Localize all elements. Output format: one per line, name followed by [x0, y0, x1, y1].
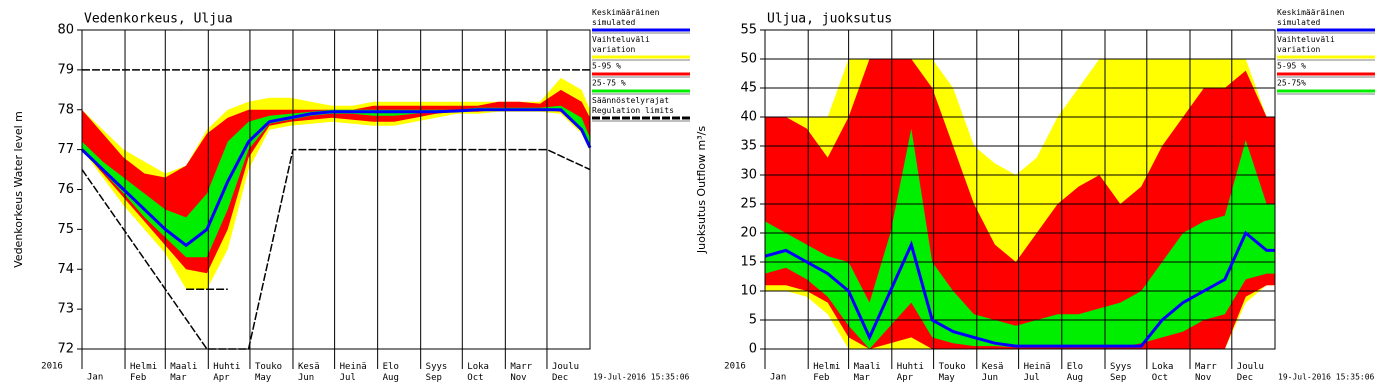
chart-title: Uljua, juoksutus	[767, 12, 892, 27]
timestamp: 19-Jul-2016 15:35:06	[1278, 373, 1375, 382]
x-tick-label: Loka Oct	[1152, 362, 1174, 383]
y-tick-label: 75	[57, 222, 74, 237]
x-tick-label: Helmi Feb	[130, 362, 157, 383]
chart-title: Vedenkorkeus, Uljua	[84, 12, 233, 27]
series-line	[80, 108, 592, 248]
legend-label: Vaihteluväli variation	[592, 35, 650, 54]
legend-label: Keskimääräinen simulated	[592, 8, 660, 27]
x-tick-label: Jan	[87, 373, 103, 383]
x-tick-label: Joulu Dec	[552, 362, 579, 383]
plot-frame	[81, 29, 591, 350]
x-tick-label: Maali Mar	[170, 362, 197, 383]
limit-line	[81, 148, 591, 350]
x-tick-label: Marr Nov	[1195, 362, 1217, 383]
y-tick-label: 45	[740, 81, 757, 96]
x-tick-label: Kesä Jun	[298, 362, 320, 383]
y-tick-label: 25	[740, 197, 757, 212]
legend-label: Vaihteluväli variation	[1277, 35, 1335, 54]
x-tick-label: Helmi Feb	[813, 362, 840, 383]
x-tick-label: Huhti Apr	[897, 362, 924, 383]
y-tick-label: 10	[740, 284, 757, 299]
y-tick-label: 55	[740, 23, 757, 38]
series-line	[764, 230, 1275, 348]
y-tick-label: 80	[57, 23, 74, 38]
x-tick-label: Jan	[770, 373, 786, 383]
year-label: 2016	[41, 362, 63, 372]
x-tick-label: Touko May	[939, 362, 966, 383]
y-tick-label: 72	[57, 342, 74, 357]
x-tick-label: Touko May	[255, 362, 282, 383]
band	[765, 128, 1275, 349]
y-tick-label: 15	[740, 255, 757, 270]
y-tick-label: 73	[57, 302, 74, 317]
y-tick-label: 20	[740, 226, 757, 241]
y-tick-label: 0	[749, 342, 757, 357]
legend-label: 25-75%	[1277, 79, 1306, 88]
y-axis-label: Vedenkorkeus Water level m	[12, 111, 25, 268]
x-tick-label: Maali Mar	[854, 362, 881, 383]
legend-label: 5-95 %	[1277, 62, 1306, 71]
legend-label: Keskimääräinen simulated	[1277, 8, 1345, 27]
x-tick-label: Elo Aug	[1067, 362, 1083, 383]
y-tick-label: 79	[57, 62, 74, 77]
y-tick-label: 78	[57, 102, 74, 117]
y-tick-label: 77	[57, 142, 74, 157]
y-tick-label: 40	[740, 110, 757, 125]
y-tick-label: 74	[57, 262, 74, 277]
x-tick-label: Syys Sep	[1110, 362, 1132, 383]
y-tick-label: 5	[749, 313, 757, 328]
x-tick-label: Loka Oct	[467, 362, 489, 383]
legend-label: 25-75 %	[592, 79, 626, 88]
y-tick-label: 30	[740, 168, 757, 183]
y-tick-label: 35	[740, 139, 757, 154]
legend-label: 5-95 %	[592, 62, 621, 71]
timestamp: 19-Jul-2016 15:35:06	[593, 373, 690, 382]
year-label: 2016	[724, 362, 746, 372]
x-tick-label: Kesä Jun	[982, 362, 1004, 383]
y-tick-label: 50	[740, 52, 757, 67]
y-axis-label: Juoksutus Outflow m³/s	[695, 126, 708, 254]
x-tick-label: Syys Sep	[426, 362, 448, 383]
x-tick-label: Elo Aug	[383, 362, 399, 383]
plot-frame	[764, 29, 1276, 350]
x-tick-label: Huhti Apr	[213, 362, 240, 383]
x-tick-label: Marr Nov	[510, 362, 532, 383]
y-tick-label: 76	[57, 182, 74, 197]
x-tick-label: Heinä Jul	[340, 362, 367, 383]
x-tick-label: Heinä Jul	[1024, 362, 1051, 383]
band	[82, 105, 590, 258]
legend-label: Säännöstelyrajat Regulation limits	[592, 96, 674, 115]
x-tick-label: Joulu Dec	[1237, 362, 1264, 383]
